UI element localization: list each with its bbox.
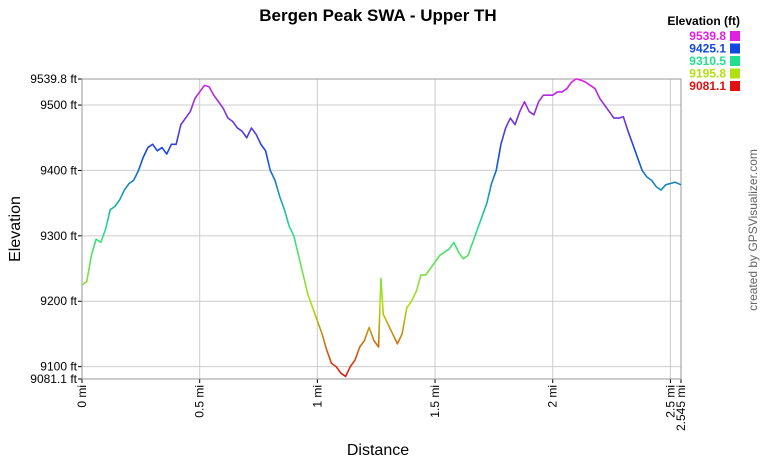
legend-swatch	[730, 68, 740, 79]
y-tick-label: 9400 ft	[40, 163, 77, 177]
x-tick-label: 1 mi	[310, 385, 324, 408]
x-tick-label: 2.5 mi	[663, 385, 677, 418]
x-tick-label: 2.545 mi	[674, 385, 688, 431]
legend-title: Elevation (ft)	[667, 14, 740, 28]
y-tick-label: 9539.8 ft	[30, 72, 77, 86]
y-axis-label: Elevation	[7, 196, 24, 262]
credit: created by GPSVisualizer.com	[746, 149, 760, 311]
chart-title: Bergen Peak SWA - Upper TH	[259, 6, 496, 25]
elevation-line	[81, 78, 682, 378]
y-tick-label: 9100 ft	[40, 360, 77, 374]
legend-label: 9539.8	[689, 29, 726, 43]
legend-swatch	[730, 56, 740, 66]
legend-label: 9081.1	[689, 79, 726, 93]
legend-label: 9310.5	[689, 54, 726, 68]
plot-frame	[81, 78, 682, 380]
x-tick-label: 2 mi	[546, 385, 560, 408]
x-tick-label: 0 mi	[75, 385, 89, 408]
y-tick-label: 9200 ft	[40, 294, 77, 308]
y-tick-label: 9081.1 ft	[30, 372, 77, 386]
y-tick-label: 9300 ft	[40, 229, 77, 243]
legend-label: 9195.8	[689, 67, 726, 81]
legend-swatch	[730, 31, 740, 41]
x-tick-label: 0.5 mi	[193, 385, 207, 418]
legend-swatch	[730, 81, 740, 91]
y-tick-label: 9500 ft	[40, 98, 77, 112]
legend-swatch	[730, 43, 740, 54]
x-axis-label: Distance	[347, 442, 409, 459]
x-tick-label: 1.5 mi	[428, 385, 442, 418]
legend-label: 9425.1	[689, 42, 726, 56]
